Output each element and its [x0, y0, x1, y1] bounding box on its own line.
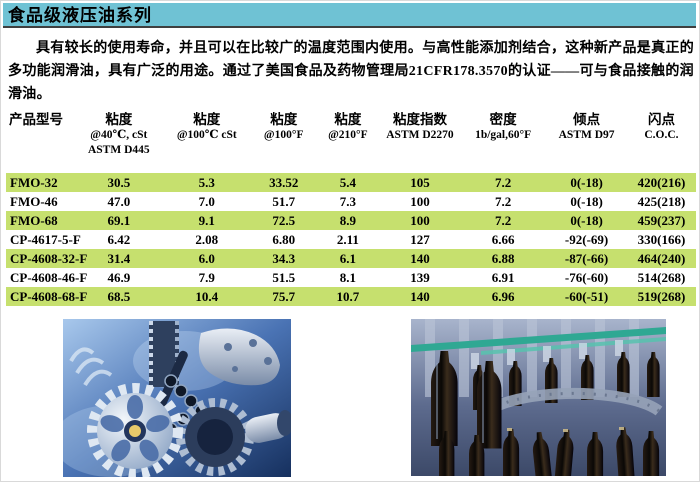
col-header-viscosity-40c: 粘度 @40℃, cSt ASTM D445 [87, 112, 150, 156]
col-header-viscosity-100f: 粘度 @100°F [263, 112, 304, 141]
value-cell: 8.1 [339, 270, 356, 285]
value-cell: 51.5 [272, 270, 296, 285]
value-cell: 47.0 [107, 194, 131, 209]
value-cell: 0(-18) [570, 175, 603, 190]
col-header-pour-point: 倾点 ASTM D97 [558, 112, 615, 141]
value-cell: 6.0 [198, 251, 215, 266]
value-cell: 7.9 [198, 270, 215, 285]
value-cell: 10.4 [195, 289, 219, 304]
value-cell: 2.08 [195, 232, 219, 247]
product-model-cell: FMO-68 [10, 213, 58, 228]
product-model-cell: FMO-32 [10, 175, 58, 190]
value-cell: 425(218) [637, 194, 686, 209]
page-title: 食品级液压油系列 [8, 6, 152, 25]
value-cell: 6.80 [272, 232, 296, 247]
table-header-row: 产品型号 粘度 @40℃, cSt ASTM D445 粘度 @100℃ cSt… [6, 109, 696, 173]
intro-paragraph: 具有较长的使用寿命，并且可以在比较广的温度范围内使用。与高性能添加剂结合，这种新… [8, 41, 694, 102]
value-cell: 100 [410, 213, 430, 228]
value-cell: 51.7 [272, 194, 296, 209]
table-row: FMO-46 47.0 7.0 51.7 7.3 100 7.2 0(-18) 425(218) [6, 192, 696, 211]
table-row: FMO-68 69.1 9.1 72.5 8.9 100 7.2 0(-18) 459(237) [6, 211, 696, 230]
value-cell: -87(-66) [564, 251, 609, 266]
col-header-viscosity-100c: 粘度 @100℃ cSt [176, 112, 237, 141]
bottling-line-photo [411, 319, 666, 476]
product-model-cell: CP-4608-46-F [10, 270, 88, 285]
value-cell: 7.3 [339, 194, 356, 209]
value-cell: 7.2 [494, 194, 512, 209]
value-cell: 6.96 [491, 289, 515, 304]
value-cell: 0(-18) [570, 194, 603, 209]
value-cell: 140 [410, 251, 430, 266]
col-header-model: 产品型号 [9, 112, 63, 127]
page-title-bar: 食品级液压油系列 [3, 3, 696, 28]
value-cell: 69.1 [107, 213, 131, 228]
table-row: CP-4608-68-F 68.5 10.4 75.7 10.7 140 6.96 -60(-… [6, 287, 696, 306]
value-cell: 514(268) [637, 270, 686, 285]
value-cell: 330(166) [637, 232, 686, 247]
value-cell: 459(237) [637, 213, 686, 228]
value-cell: 5.3 [198, 175, 215, 190]
spec-table: 产品型号 粘度 @40℃, cSt ASTM D445 粘度 @100℃ cSt… [6, 109, 696, 306]
value-cell: 75.7 [272, 289, 296, 304]
value-cell: 7.2 [494, 175, 512, 190]
product-model-cell: CP-4608-68-F [10, 289, 88, 304]
value-cell: -60(-51) [564, 289, 609, 304]
value-cell: 31.4 [107, 251, 131, 266]
machinery-gears-photo [63, 319, 291, 477]
table-row: CP-4617-5-F 6.42 2.08 6.80 2.11 127 6.66 -92(-6… [6, 230, 696, 249]
table-row: FMO-32 30.5 5.3 33.52 5.4 105 7.2 0(-18) 420(216… [6, 173, 696, 192]
value-cell: 420(216) [637, 175, 686, 190]
table-row: CP-4608-46-F 46.9 7.9 51.5 8.1 139 6.91 -76(-60… [6, 268, 696, 287]
value-cell: 33.52 [269, 175, 299, 190]
col-header-viscosity-210f: 粘度 @210°F [328, 112, 368, 141]
value-cell: 10.7 [336, 289, 360, 304]
value-cell: 2.11 [336, 232, 359, 247]
value-cell: 139 [410, 270, 430, 285]
value-cell: 6.42 [107, 232, 131, 247]
col-header-viscosity-index: 粘度指数 ASTM D2270 [386, 112, 454, 141]
col-header-density: 密度 1b/gal,60°F [475, 112, 532, 141]
value-cell: 0(-18) [570, 213, 603, 228]
value-cell: 6.1 [339, 251, 356, 266]
col-header-flash-point: 闪点 C.O.C. [644, 112, 679, 141]
value-cell: 68.5 [107, 289, 131, 304]
value-cell: 72.5 [272, 213, 296, 228]
value-cell: -92(-69) [564, 232, 609, 247]
product-model-cell: CP-4608-32-F [10, 251, 88, 266]
value-cell: 5.4 [339, 175, 356, 190]
value-cell: 9.1 [198, 213, 215, 228]
value-cell: 6.91 [491, 270, 515, 285]
value-cell: 46.9 [107, 270, 131, 285]
value-cell: 6.66 [491, 232, 515, 247]
value-cell: 140 [410, 289, 430, 304]
value-cell: 127 [410, 232, 430, 247]
value-cell: 30.5 [107, 175, 131, 190]
value-cell: 7.2 [494, 213, 512, 228]
value-cell: -76(-60) [564, 270, 609, 285]
value-cell: 34.3 [272, 251, 296, 266]
value-cell: 519(268) [637, 289, 686, 304]
product-model-cell: FMO-46 [10, 194, 58, 209]
value-cell: 105 [410, 175, 430, 190]
product-model-cell: CP-4617-5-F [10, 232, 81, 247]
value-cell: 7.0 [198, 194, 215, 209]
value-cell: 100 [410, 194, 430, 209]
value-cell: 8.9 [339, 213, 356, 228]
value-cell: 6.88 [491, 251, 515, 266]
table-row: CP-4608-32-F 31.4 6.0 34.3 6.1 140 6.88 -87(-66… [6, 249, 696, 268]
photo-strip [1, 319, 699, 479]
value-cell: 464(240) [637, 251, 686, 266]
